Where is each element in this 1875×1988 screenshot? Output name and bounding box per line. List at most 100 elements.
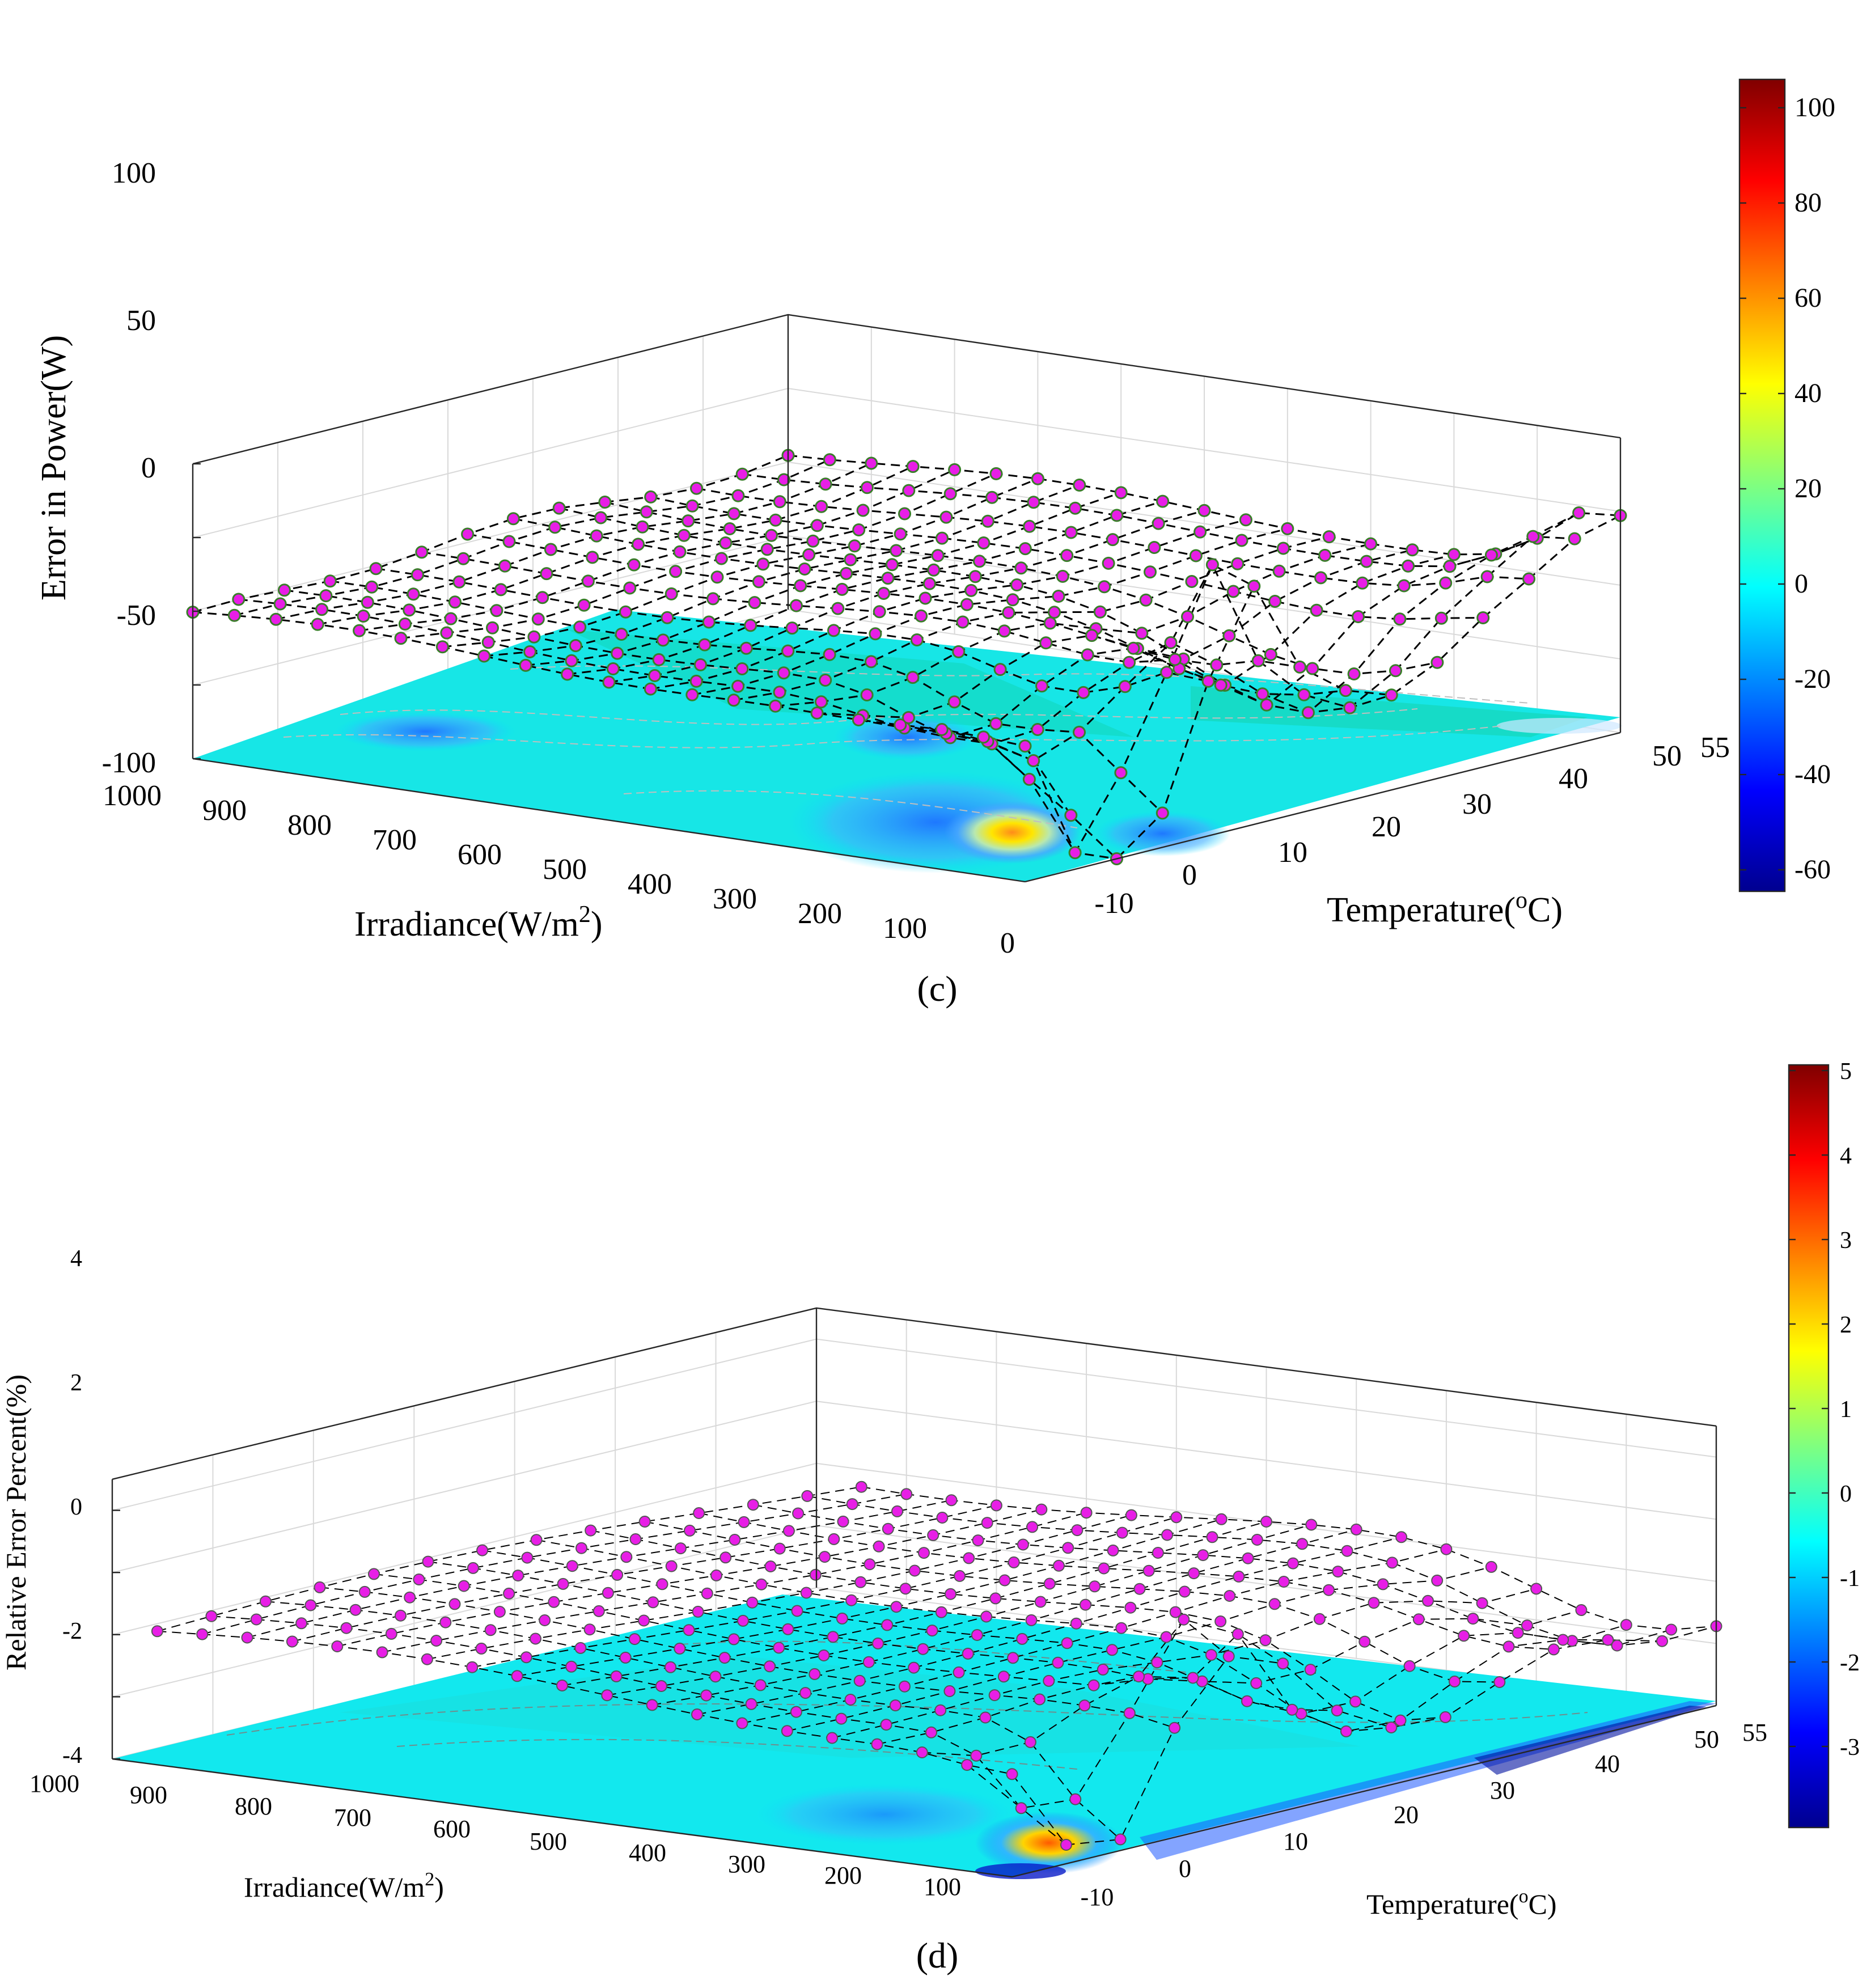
data-point (565, 654, 578, 667)
temperature-tick: 20 (1394, 1801, 1419, 1829)
data-point (1052, 590, 1065, 603)
data-point (710, 1569, 722, 1581)
mesh-line (265, 1601, 1121, 1840)
data-point (606, 662, 620, 675)
mesh-line (562, 1521, 1267, 1686)
data-point (1018, 739, 1032, 753)
data-point (519, 658, 532, 672)
data-point (915, 609, 928, 623)
data-point (602, 675, 616, 689)
colorbar-tick: -60 (1794, 855, 1831, 885)
data-point (548, 521, 562, 534)
data-point (575, 1542, 587, 1554)
data-point (819, 1551, 831, 1563)
colorbar-tick: -3 (1840, 1735, 1860, 1761)
data-point (598, 496, 612, 509)
data-point (809, 1668, 821, 1680)
data-point (1297, 688, 1311, 701)
data-point (735, 467, 749, 481)
colorbar-tick: -40 (1794, 759, 1831, 789)
data-point (1125, 1509, 1137, 1521)
data-point (727, 507, 740, 521)
data-point (889, 1699, 901, 1712)
data-point (853, 1674, 866, 1687)
data-point (1070, 1617, 1082, 1630)
data-point (269, 612, 283, 626)
data-point (800, 1587, 812, 1599)
data-point (1277, 1657, 1289, 1670)
data-point (259, 1595, 272, 1608)
mesh-line (526, 492, 1121, 666)
data-point (1276, 542, 1290, 555)
data-point (657, 633, 670, 647)
data-point (1440, 1543, 1453, 1555)
data-point (1214, 1615, 1227, 1627)
mesh-line (276, 462, 872, 620)
data-point (646, 1699, 658, 1711)
data-point (837, 1515, 849, 1528)
data-point (1160, 666, 1174, 679)
data-point (801, 1490, 814, 1502)
mesh-line (753, 1504, 1608, 1641)
data-point (792, 1507, 805, 1520)
data-point (745, 1698, 757, 1710)
data-point (755, 1578, 768, 1591)
data-point (1377, 1578, 1389, 1591)
data-point (250, 1613, 263, 1626)
data-point (739, 641, 753, 655)
data-point (747, 1499, 759, 1511)
data-point (448, 1598, 461, 1610)
data-point (954, 1570, 966, 1582)
data-point (1430, 655, 1444, 669)
data-point (985, 490, 999, 504)
data-point (754, 1679, 767, 1691)
data-point (557, 1577, 569, 1590)
data-point (926, 1625, 938, 1637)
irradiance-tick: 900 (202, 794, 247, 827)
data-point (1364, 537, 1378, 551)
data-point (1281, 522, 1294, 535)
data-point (1201, 674, 1215, 688)
colorbar-tick: 0 (1840, 1481, 1852, 1507)
data-point (493, 1606, 506, 1618)
mesh-line (807, 1495, 1662, 1647)
temperature-tick: 55 (1742, 1719, 1767, 1746)
data-point (782, 1525, 795, 1537)
colorbar-tick: 4 (1840, 1143, 1852, 1169)
data-point (415, 545, 429, 559)
data-point (898, 507, 911, 521)
data-point (948, 463, 962, 476)
data-point (701, 1587, 713, 1600)
data-point (1360, 555, 1373, 568)
data-point (1102, 556, 1115, 570)
data-point (682, 514, 695, 528)
data-point (685, 499, 699, 513)
data-point (1048, 606, 1061, 619)
data-point (1251, 654, 1265, 667)
data-point (1035, 1503, 1048, 1516)
data-point (413, 1574, 425, 1585)
data-point (894, 527, 907, 541)
data-point (647, 1596, 659, 1609)
data-point (1402, 559, 1415, 573)
data-point (1572, 506, 1586, 519)
data-point (1522, 572, 1535, 586)
z-tick: 4 (70, 1246, 82, 1272)
data-point (664, 1661, 677, 1673)
data-point (827, 624, 840, 637)
panel-c-temperature-ticks: -10 0 10 20 30 40 50 55 (1094, 731, 1730, 920)
data-point (1118, 680, 1132, 693)
data-point (1356, 576, 1369, 590)
gridline (112, 1338, 1717, 1511)
data-point (997, 624, 1011, 638)
data-point (900, 1488, 913, 1500)
data-point (655, 1680, 667, 1692)
temperature-tick: 10 (1283, 1828, 1308, 1855)
data-point (506, 512, 520, 526)
data-point (1170, 1511, 1183, 1524)
data-point (989, 717, 1003, 730)
data-point (521, 1551, 534, 1564)
data-point (908, 1661, 920, 1674)
data-point (452, 575, 466, 589)
